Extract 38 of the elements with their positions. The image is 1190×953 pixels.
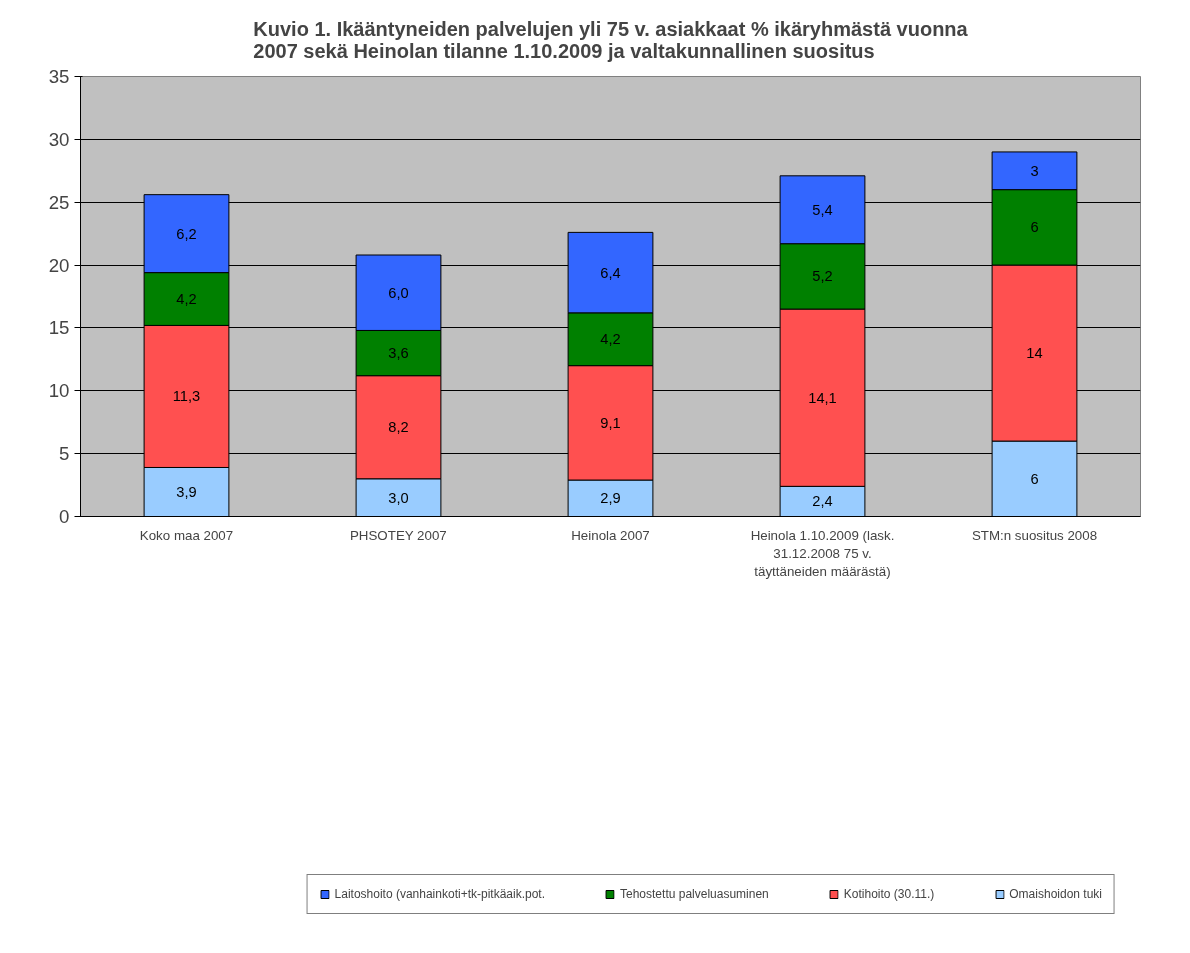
data-label: 9,1: [600, 414, 621, 431]
x-tick-label: PHSOTEY 2007: [349, 527, 447, 543]
y-tick-label: 35: [48, 66, 70, 87]
data-label: 3,6: [388, 345, 409, 362]
data-label: 8,2: [388, 419, 409, 436]
legend-label: Omaishoidon tuki: [1009, 887, 1102, 901]
data-label: 4,2: [600, 331, 621, 348]
data-label: 14,1: [808, 389, 837, 406]
data-label: 4,2: [176, 291, 197, 308]
data-label: 6,2: [176, 225, 197, 242]
y-tick-label: 10: [48, 380, 70, 402]
y-tick-label: 20: [48, 254, 70, 276]
legend-label: Laitoshoito (vanhainkoti+tk-pitkäaik.pot.: [334, 887, 546, 901]
y-tick-label: 5: [59, 443, 70, 465]
data-label: 6: [1030, 470, 1039, 487]
data-label: 14: [1026, 345, 1043, 362]
x-tick-label: Heinola 2007: [571, 527, 650, 543]
x-tick-label: Koko maa 2007: [139, 527, 234, 543]
y-tick-label: 0: [59, 506, 70, 527]
data-label: 3: [1030, 162, 1039, 179]
data-label: 3,9: [176, 483, 197, 500]
data-label: 2,9: [600, 490, 621, 507]
y-tick-label: 25: [48, 191, 70, 213]
data-label: 6,0: [388, 284, 409, 301]
x-tick-label: STM:n suositus 2008: [971, 527, 1098, 543]
data-label: 3,0: [388, 489, 409, 506]
data-label: 6,4: [600, 264, 621, 281]
x-tick-label: Heinola 1.10.2009 (lask. 31.12.2008 75 v. täyttäneiden määrästä): [750, 527, 895, 579]
data-label: 6: [1030, 219, 1039, 236]
y-tick-label: 30: [48, 128, 70, 150]
data-label: 11,3: [172, 388, 201, 405]
data-label: 2,4: [812, 493, 833, 510]
y-tick-label: 15: [48, 317, 70, 339]
chart-title: Kuvio 1. Ikääntyneiden palvelujen yli 75 v. asiakkaat % ikäryhmästä vuonna 2007 sekä Heinolan tilanne 1.10.2009 ja valtakunnallinen suositus: [253, 17, 969, 62]
legend-label: Kotihoito (30.11.): [843, 887, 935, 901]
data-label: 5,4: [812, 201, 833, 218]
legend-label: Tehostettu palveluasuminen: [620, 887, 769, 901]
data-label: 5,2: [812, 268, 833, 285]
